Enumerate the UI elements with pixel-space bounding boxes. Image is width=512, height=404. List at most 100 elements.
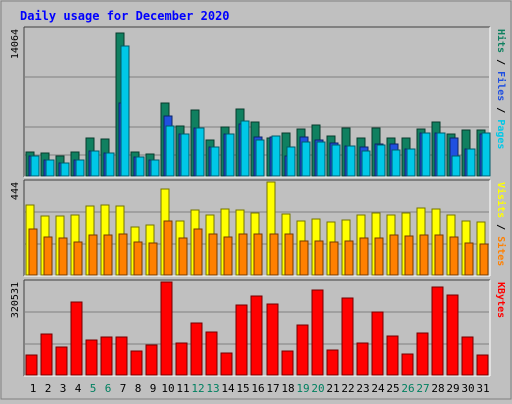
bar-sites-day-14 [223, 236, 233, 276]
legend-part: / [495, 218, 506, 236]
bar-sites-day-8 [133, 241, 143, 276]
x-tick-label-day-20: 20 [311, 382, 324, 395]
bar-pages-day-12 [195, 127, 205, 177]
x-tick-label-day-18: 18 [281, 382, 294, 395]
x-tick-label-day-8: 8 [135, 382, 142, 395]
bar-kbytes-day-13 [205, 331, 218, 376]
bar-kbytes-day-28 [431, 286, 444, 376]
bar-kbytes-day-27 [416, 332, 429, 376]
x-tick-label-day-1: 1 [30, 382, 37, 395]
series-pages [30, 45, 491, 177]
bar-pages-day-3 [60, 162, 70, 177]
bar-pages-day-11 [180, 133, 190, 177]
bar-kbytes-day-14 [220, 352, 233, 376]
bar-sites-day-25 [389, 234, 399, 276]
x-tick-label-day-17: 17 [266, 382, 279, 395]
x-tick-label-day-23: 23 [356, 382, 369, 395]
bar-pages-day-27 [421, 132, 431, 177]
bar-kbytes-day-21 [326, 349, 339, 376]
bar-kbytes-day-5 [85, 339, 98, 376]
bar-sites-day-19 [299, 240, 309, 276]
x-tick-label-day-13: 13 [206, 382, 219, 395]
bar-kbytes-day-22 [341, 297, 354, 376]
bar-kbytes-day-30 [461, 336, 474, 376]
bar-pages-day-16 [255, 139, 265, 177]
x-tick-label-day-4: 4 [75, 382, 82, 395]
bar-kbytes-day-3 [55, 346, 68, 376]
legend-part: / [495, 53, 506, 71]
chart-title: Daily usage for December 2020 [20, 9, 230, 23]
bar-sites-day-18 [284, 233, 294, 276]
x-tick-label-day-31: 31 [476, 382, 489, 395]
bar-sites-day-2 [43, 236, 53, 276]
x-tick-label-day-5: 5 [90, 382, 97, 395]
bar-sites-day-15 [238, 233, 248, 276]
x-tick-label-day-22: 22 [341, 382, 354, 395]
bar-pages-day-14 [225, 133, 235, 177]
bar-sites-day-3 [58, 237, 68, 276]
bar-pages-day-1 [30, 155, 40, 177]
bar-kbytes-day-25 [386, 335, 399, 376]
bar-kbytes-day-24 [371, 311, 384, 376]
x-tick-label-day-19: 19 [296, 382, 309, 395]
bar-pages-day-18 [286, 146, 296, 177]
bar-kbytes-day-19 [296, 324, 309, 376]
bar-sites-day-1 [28, 228, 38, 276]
bar-kbytes-day-31 [476, 354, 489, 376]
bar-pages-day-10 [165, 125, 175, 177]
bar-kbytes-day-6 [100, 336, 113, 376]
bar-pages-day-15 [240, 120, 250, 177]
bar-sites-day-10 [163, 220, 173, 276]
bar-pages-day-25 [391, 149, 401, 177]
x-tick-label-day-25: 25 [386, 382, 399, 395]
x-tick-label-day-2: 2 [45, 382, 52, 395]
bar-kbytes-day-7 [115, 336, 128, 376]
x-tick-label-day-11: 11 [176, 382, 189, 395]
legend-part: Hits [495, 29, 507, 53]
bar-sites-day-30 [464, 242, 474, 276]
x-tick-label-day-24: 24 [371, 382, 385, 395]
bar-sites-day-13 [208, 233, 218, 276]
x-tick-label-day-21: 21 [326, 382, 339, 395]
bar-pages-day-24 [376, 144, 386, 177]
bar-pages-day-5 [90, 150, 100, 177]
x-axis-day-labels: 1 2 3 4 5 6 7 8 9 10 11 12 13 14 15 16 17 18 19 20 21 22 23 24 2… [30, 382, 490, 395]
bar-kbytes-day-4 [70, 301, 83, 376]
legend-part: Pages [495, 119, 506, 149]
bar-pages-day-4 [75, 159, 85, 177]
panel-middle: 444 Visits / Sites [10, 179, 507, 277]
bar-pages-day-23 [361, 150, 371, 177]
y-max-label: 320531 [10, 282, 21, 318]
bar-pages-day-19 [301, 141, 311, 177]
series-legend-label: Visits / Sites [495, 182, 507, 266]
bar-sites-day-29 [449, 236, 459, 276]
bar-sites-day-26 [404, 235, 414, 276]
bar-sites-day-20 [314, 240, 324, 276]
legend-part: Visits [495, 182, 507, 218]
x-tick-label-day-29: 29 [446, 382, 459, 395]
bar-pages-day-21 [331, 144, 341, 177]
series-kbytes [25, 281, 489, 376]
bar-kbytes-day-15 [235, 304, 248, 376]
bar-pages-day-28 [436, 132, 446, 177]
legend-part: / [495, 101, 506, 119]
series-sites [28, 220, 489, 276]
bar-pages-day-9 [150, 159, 160, 177]
panel-top: 14064 Hits / Files / Pages [10, 26, 507, 178]
x-tick-label-day-26: 26 [401, 382, 414, 395]
x-tick-label-day-3: 3 [60, 382, 67, 395]
bar-sites-day-21 [329, 241, 339, 276]
bar-sites-day-7 [118, 233, 128, 276]
bar-sites-day-11 [178, 237, 188, 276]
legend-part: Files [495, 71, 507, 101]
bar-kbytes-day-11 [175, 342, 188, 376]
bar-pages-day-17 [271, 135, 281, 177]
bar-kbytes-day-10 [160, 281, 173, 376]
x-tick-label-day-10: 10 [161, 382, 174, 395]
bar-kbytes-day-8 [130, 350, 143, 376]
bar-sites-day-31 [479, 243, 489, 276]
bar-sites-day-24 [374, 237, 384, 276]
